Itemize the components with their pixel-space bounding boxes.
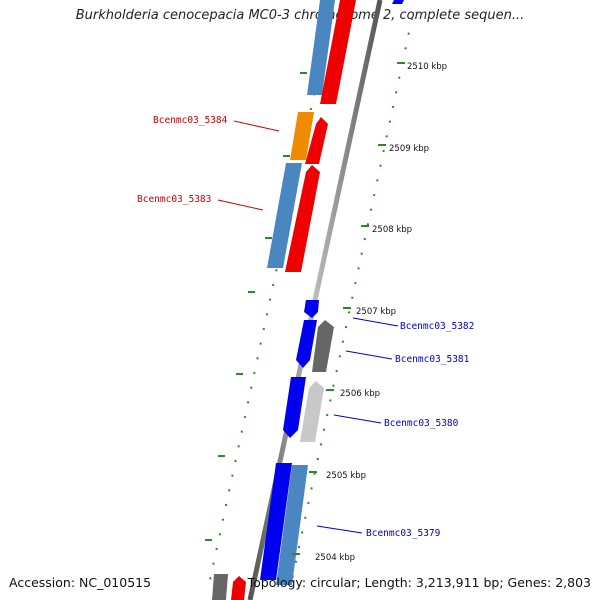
gene-labels: Bcenmc03_5384 Bcenmc03_5383 Bcenmc03_538… xyxy=(137,115,474,539)
leader-5382 xyxy=(352,317,399,327)
gene-label-5379[interactable]: Bcenmc03_5379 xyxy=(366,528,441,539)
gene-label-5384[interactable]: Bcenmc03_5384 xyxy=(153,115,228,126)
gene-red-top[interactable] xyxy=(320,0,356,104)
gene-gray-5381[interactable] xyxy=(312,320,334,372)
gene-lightgray-5380[interactable] xyxy=(300,381,324,442)
gene-red-5383[interactable] xyxy=(285,165,320,272)
accession-text: Accession: NC_010515 xyxy=(9,575,152,590)
gene-label-5380[interactable]: Bcenmc03_5380 xyxy=(384,418,459,429)
tick-label-2507: 2507 kbp xyxy=(356,307,396,317)
tick-label-2504: 2504 kbp xyxy=(315,553,355,563)
scale-ticks: 2510 kbp 2509 kbp 2508 kbp 2507 kbp 2506… xyxy=(205,62,447,563)
tick-label-2508: 2508 kbp xyxy=(372,225,412,235)
gene-steel-5383[interactable] xyxy=(267,163,302,268)
gene-red-bottom[interactable] xyxy=(231,576,246,600)
tick-label-2506: 2506 kbp xyxy=(340,389,380,399)
gene-blue-5379[interactable] xyxy=(260,463,292,580)
tick-label-2509: 2509 kbp xyxy=(389,144,429,154)
gene-blue-5380[interactable] xyxy=(283,377,306,438)
gene-label-5381[interactable]: Bcenmc03_5381 xyxy=(395,354,470,365)
gene-label-5382[interactable]: Bcenmc03_5382 xyxy=(400,321,474,332)
leader-5380 xyxy=(333,414,382,424)
gene-group-top xyxy=(267,0,404,272)
gene-red-5384[interactable] xyxy=(305,117,328,164)
leader-5381 xyxy=(345,350,393,360)
gene-gray-bottom[interactable] xyxy=(212,574,228,600)
gene-blue-5382[interactable] xyxy=(304,300,319,318)
gene-blue-top-edge[interactable] xyxy=(392,0,404,4)
leader-5379 xyxy=(316,525,363,534)
ruler-dotted-right xyxy=(291,17,413,581)
gene-label-5383[interactable]: Bcenmc03_5383 xyxy=(137,194,211,205)
leader-5383 xyxy=(217,199,264,211)
ruler-dotted-left xyxy=(209,19,331,581)
gene-steel-top[interactable] xyxy=(307,0,335,95)
leader-5384 xyxy=(233,120,280,132)
gene-leaders xyxy=(217,120,399,534)
gene-blue-5381[interactable] xyxy=(296,320,317,368)
gene-orange-5384[interactable] xyxy=(290,112,314,160)
gene-steel-5379[interactable] xyxy=(276,465,308,585)
tick-label-2505: 2505 kbp xyxy=(326,471,366,481)
gene-group-middle xyxy=(283,300,334,442)
gene-group-bottom xyxy=(212,463,308,600)
topology-summary-text: Topology: circular; Length: 3,213,911 bp… xyxy=(247,575,591,590)
tick-label-2510: 2510 kbp xyxy=(407,62,447,72)
